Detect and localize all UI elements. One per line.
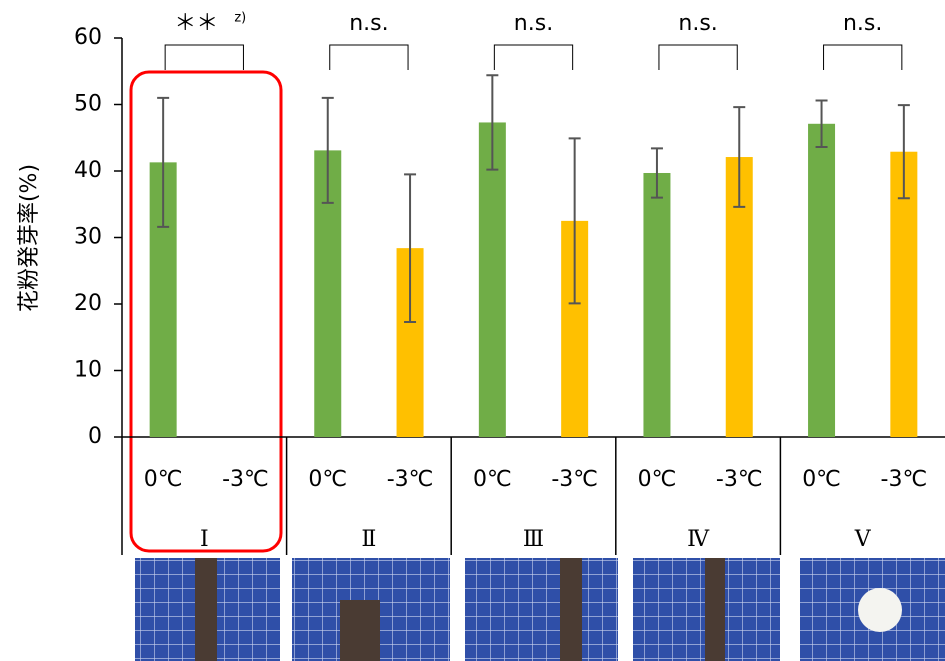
significance-label: n.s. [349, 11, 388, 36]
group-label: Ⅴ [854, 527, 872, 552]
bar [643, 173, 670, 437]
significance-label: n.s. [678, 11, 717, 36]
photo-flower [858, 588, 902, 632]
category-label: -3℃ [881, 467, 928, 492]
category-label: 0℃ [473, 467, 512, 492]
photo [465, 558, 618, 661]
significance-bracket [494, 45, 572, 70]
significance-note: z) [234, 11, 246, 26]
y-tick-label: 0 [88, 424, 102, 449]
group-label: Ⅲ [523, 527, 544, 552]
photo-stem [340, 600, 380, 661]
photo-stem [195, 558, 217, 661]
significance-label: n.s. [843, 11, 882, 36]
significance-bracket [165, 45, 243, 70]
bar [808, 124, 835, 437]
category-label: -3℃ [387, 467, 434, 492]
y-tick-label: 20 [74, 291, 102, 316]
photos [135, 558, 945, 661]
category-label: 0℃ [802, 467, 841, 492]
chart: 花粉発芽率(%) 0 10 20 30 40 50 60 Ⅰ ＊＊ z) 0℃ -3℃ Ⅱn.s. 0℃ -… [0, 0, 945, 661]
category-label: -3℃ [716, 467, 763, 492]
significance-bracket [330, 45, 408, 70]
significance-bracket [824, 45, 902, 70]
category-label: 0℃ [638, 467, 677, 492]
y-axis-label: 花粉発芽率(%) [17, 164, 42, 312]
category-label: 0℃ [144, 467, 183, 492]
group-label: Ⅰ [200, 527, 209, 552]
photo-stem [560, 558, 582, 661]
significance-bracket [659, 45, 737, 70]
y-tick-label: 30 [74, 225, 102, 250]
significance-label: n.s. [514, 11, 553, 36]
y-tick-label: 60 [74, 25, 102, 50]
y-tick-label: 50 [74, 92, 102, 117]
photo-stem [705, 558, 725, 661]
significance-label: ＊＊ [174, 11, 218, 36]
category-label: -3℃ [551, 467, 598, 492]
y-tick-label: 10 [74, 358, 102, 383]
group-label: Ⅳ [687, 527, 710, 552]
group-label: Ⅱ [361, 527, 376, 552]
y-tick-label: 40 [74, 158, 102, 183]
category-label: 0℃ [308, 467, 347, 492]
category-label: -3℃ [222, 467, 269, 492]
